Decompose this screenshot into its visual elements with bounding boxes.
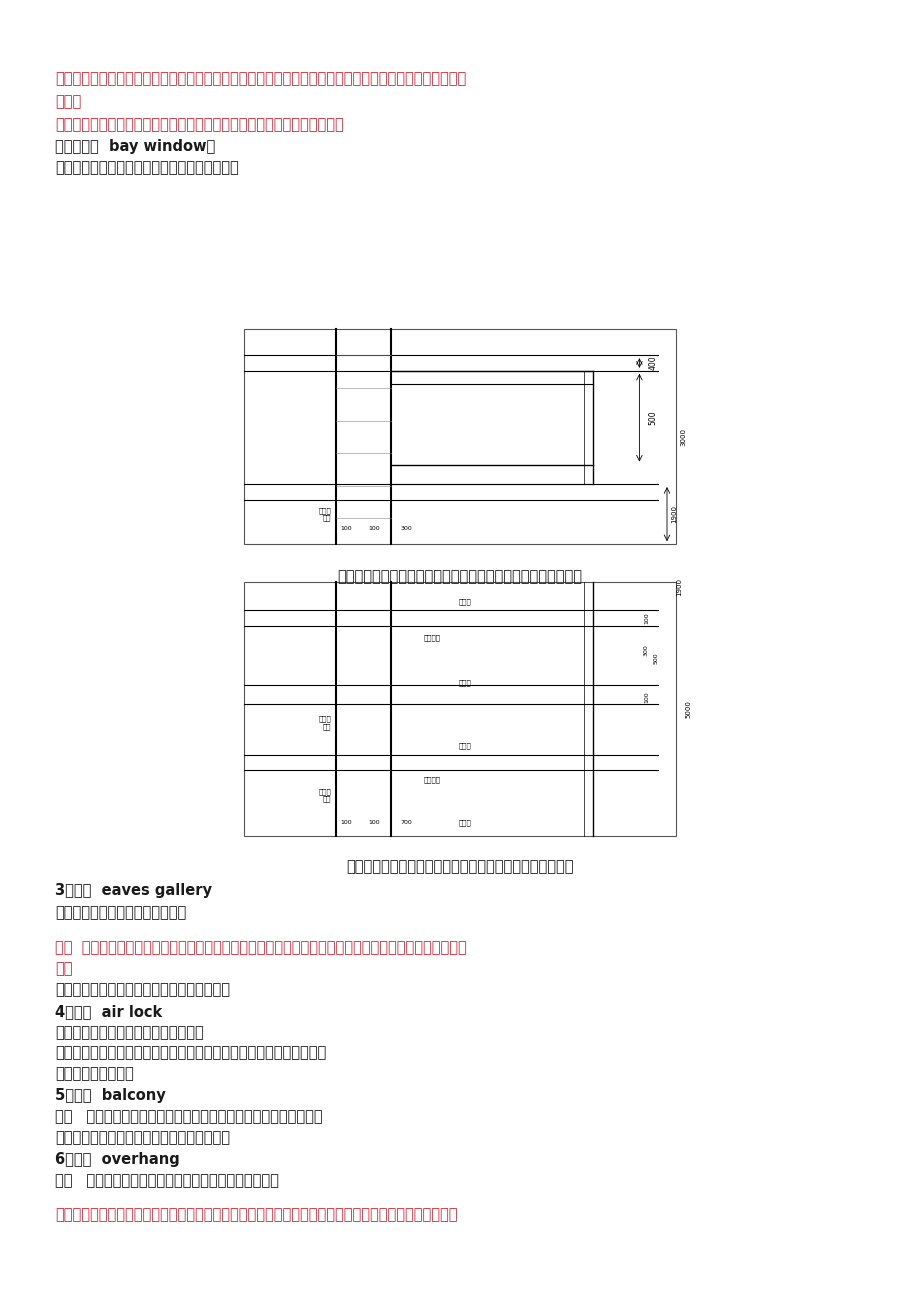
Text: 100: 100 bbox=[643, 612, 648, 624]
Text: 现浇板
保温: 现浇板 保温 bbox=[318, 506, 331, 521]
Text: 条文说明：骑楼是指沿街二层以上用承重柱支撑骑跨在公共人行空间之上，其底层沿街面后退的建筑物。: 条文说明：骑楼是指沿街二层以上用承重柱支撑骑跨在公共人行空间之上，其底层沿街面后… bbox=[55, 1207, 458, 1223]
Bar bbox=[244, 582, 675, 836]
Text: 新：   建筑底层沿街面后退且留出公共人行空间的建筑物: 新： 建筑底层沿街面后退且留出公共人行空间的建筑物 bbox=[55, 1173, 278, 1189]
Text: 100: 100 bbox=[368, 820, 380, 825]
Text: 间。: 间。 bbox=[55, 961, 73, 976]
Text: 1900: 1900 bbox=[671, 505, 677, 523]
Text: 真飘窗，按新规的条文说明，只有此窗户才能定义为飘窗。: 真飘窗，按新规的条文说明，只有此窗户才能定义为飘窗。 bbox=[346, 859, 573, 875]
Text: 滴水线: 滴水线 bbox=[458, 598, 471, 604]
Text: 旧：设置在建筑物底层出檐下的水平交通空间: 旧：设置在建筑物底层出檐下的水平交通空间 bbox=[55, 982, 230, 997]
Text: 100: 100 bbox=[340, 526, 352, 531]
Text: 300: 300 bbox=[643, 644, 648, 656]
Text: 现浇板
保温: 现浇板 保温 bbox=[318, 788, 331, 802]
Text: 3000: 3000 bbox=[680, 428, 686, 445]
Text: 100: 100 bbox=[643, 691, 648, 703]
Text: 1900: 1900 bbox=[675, 578, 682, 596]
Text: 400: 400 bbox=[648, 355, 657, 370]
Text: 空调百叶: 空调百叶 bbox=[423, 776, 439, 783]
Text: 3．檐廊  eaves gallery: 3．檐廊 eaves gallery bbox=[55, 883, 212, 898]
Text: 为房间采光和美化造型而设置的突出外墙的窗。: 为房间采光和美化造型而设置的突出外墙的窗。 bbox=[55, 160, 239, 176]
Text: 窗）。: 窗）。 bbox=[55, 94, 82, 109]
Text: 滴水线: 滴水线 bbox=[458, 819, 471, 825]
Text: 5．阳台  balcony: 5．阳台 balcony bbox=[55, 1088, 165, 1104]
Text: 现浇板
保温: 现浇板 保温 bbox=[318, 716, 331, 730]
Text: 700: 700 bbox=[400, 820, 412, 825]
Text: 4．门斗  air lock: 4．门斗 air lock bbox=[55, 1004, 163, 1019]
Text: 区别：明确空间范围: 区别：明确空间范围 bbox=[55, 1066, 134, 1082]
Text: 6．骑楼  overhang: 6．骑楼 overhang bbox=[55, 1152, 180, 1168]
Text: 滴水线: 滴水线 bbox=[458, 680, 471, 686]
Text: 5000: 5000 bbox=[685, 700, 691, 717]
Text: 100: 100 bbox=[368, 526, 380, 531]
Text: 500: 500 bbox=[648, 410, 657, 424]
Text: 假飘窗，用于偷面积，按新规的条文说明，将不能再定义为飘窗: 假飘窗，用于偷面积，按新规的条文说明，将不能再定义为飘窗 bbox=[337, 569, 582, 585]
Text: 旧：（飘窗  bay window）: 旧：（飘窗 bay window） bbox=[55, 139, 215, 155]
Text: 新：建筑物入口处两道门之间的空间。: 新：建筑物入口处两道门之间的空间。 bbox=[55, 1025, 204, 1040]
Bar bbox=[244, 329, 675, 544]
Text: 凸窗（飘窗）的窗台应只是墙面的一部分且距（楼）地面应有一定的高度。: 凸窗（飘窗）的窗台应只是墙面的一部分且距（楼）地面应有一定的高度。 bbox=[55, 117, 344, 133]
Text: 500: 500 bbox=[652, 652, 657, 664]
Text: 旧：供使用者进行活动和晾晒衣物的建筑空间: 旧：供使用者进行活动和晾晒衣物的建筑空间 bbox=[55, 1130, 230, 1146]
Text: 新：建筑物挑檐下的水平交通空间: 新：建筑物挑檐下的水平交通空间 bbox=[55, 905, 187, 921]
Text: 滴水线: 滴水线 bbox=[458, 743, 471, 750]
Text: 新：   附设于建筑物外墙，设有栏杆或栏板，可供人活动的室外空间: 新： 附设于建筑物外墙，设有栏杆或栏板，可供人活动的室外空间 bbox=[55, 1109, 323, 1125]
Text: 条文  说明：檐廊是附属于建筑物底层外墙有屋檐作为顶盖，其下部一般有柱或栏杆、栏板等的水平交通空: 条文 说明：檐廊是附属于建筑物底层外墙有屋檐作为顶盖，其下部一般有柱或栏杆、栏板… bbox=[55, 940, 467, 956]
Text: 空调百叶: 空调百叶 bbox=[423, 634, 439, 641]
Text: 300: 300 bbox=[400, 526, 412, 531]
Text: 100: 100 bbox=[340, 820, 352, 825]
Text: 旧：在建筑物出入口设置的起分隔、挡风、御寒等作用的建筑过渡空间: 旧：在建筑物出入口设置的起分隔、挡风、御寒等作用的建筑过渡空间 bbox=[55, 1046, 326, 1061]
Text: 凸窗（飘窗）既作为窗，就有别于楼（地）板的延伸，也就是不能把楼（地）板延伸出去的窗称为凸窗（飘: 凸窗（飘窗）既作为窗，就有别于楼（地）板的延伸，也就是不能把楼（地）板延伸出去的… bbox=[55, 72, 466, 87]
